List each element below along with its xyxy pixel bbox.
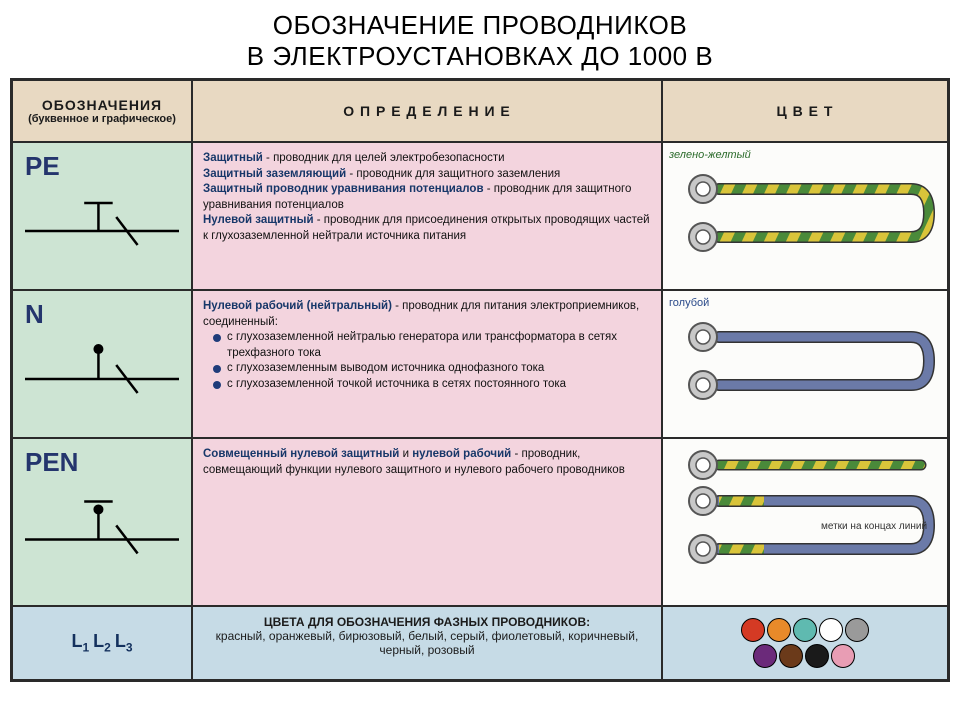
footer-line1: ЦВЕТА ДЛЯ ОБОЗНАЧЕНИЯ ФАЗНЫХ ПРОВОДНИКОВ…: [264, 615, 590, 629]
phase-color-dot: [753, 644, 777, 668]
header-a-sub: (буквенное и графическое): [17, 113, 187, 125]
conductor-chart: ОБОЗНАЧЕНИЯ (буквенное и графическое) О …: [10, 78, 950, 682]
wire-illustration-icon: метки на концах линий: [669, 445, 941, 595]
footer-text: ЦВЕТА ДЛЯ ОБОЗНАЧЕНИЯ ФАЗНЫХ ПРОВОДНИКОВ…: [192, 606, 662, 680]
color-name-label: голубой: [669, 297, 941, 309]
conductor-row-pe: PE Защитный - проводник для целей электр…: [12, 142, 948, 290]
title-line2: В ЭЛЕКТРОУСТАНОВКАХ ДО 1000 В: [247, 41, 713, 71]
phase-color-dot: [831, 644, 855, 668]
symbol-glyph-icon: [13, 291, 191, 433]
symbol-cell: PEN: [12, 438, 192, 606]
phase-color-dot: [845, 618, 869, 642]
footer-row: L1L2L3 ЦВЕТА ДЛЯ ОБОЗНАЧЕНИЯ ФАЗНЫХ ПРОВ…: [12, 606, 948, 680]
footer-color-dots: [662, 606, 948, 680]
phase-label: L1: [71, 631, 89, 655]
phase-color-dot: [779, 644, 803, 668]
wire-illustration-icon: [669, 161, 941, 291]
phase-color-dot: [819, 618, 843, 642]
phase-color-dot: [767, 618, 791, 642]
header-definition: О П Р Е Д Е Л Е Н И Е: [192, 80, 662, 142]
symbol-cell: PE: [12, 142, 192, 290]
phase-color-dot: [793, 618, 817, 642]
footer-phase-labels: L1L2L3: [12, 606, 192, 680]
conductor-row-n: N Нулевой рабочий (нейтральный) - провод…: [12, 290, 948, 438]
phase-label: L3: [115, 631, 133, 655]
symbol-glyph-icon: [13, 439, 191, 601]
conductor-row-pen: PEN Совмещенный нулевой защитный и нулев…: [12, 438, 948, 606]
phase-color-dot: [741, 618, 765, 642]
color-cell: голубой: [662, 290, 948, 438]
header-designation: ОБОЗНАЧЕНИЯ (буквенное и графическое): [12, 80, 192, 142]
title-line1: ОБОЗНАЧЕНИЕ ПРОВОДНИКОВ: [273, 10, 688, 40]
svg-text:метки на концах линий: метки на концах линий: [821, 521, 927, 532]
footer-line2: красный, оранжевый, бирюзовый, белый, се…: [216, 629, 639, 657]
phase-label: L2: [93, 631, 111, 655]
symbol-cell: N: [12, 290, 192, 438]
definition-cell: Совмещенный нулевой защитный и нулевой р…: [192, 438, 662, 606]
color-cell: метки на концах линий: [662, 438, 948, 606]
symbol-glyph-icon: [13, 143, 191, 285]
wire-illustration-icon: [669, 309, 941, 439]
definition-cell: Нулевой рабочий (нейтральный) - проводни…: [192, 290, 662, 438]
header-color: Ц В Е Т: [662, 80, 948, 142]
definition-cell: Защитный - проводник для целей электробе…: [192, 142, 662, 290]
header-row: ОБОЗНАЧЕНИЯ (буквенное и графическое) О …: [12, 80, 948, 142]
color-name-label: зелено-желтый: [669, 149, 941, 161]
color-cell: зелено-желтый: [662, 142, 948, 290]
page-title: ОБОЗНАЧЕНИЕ ПРОВОДНИКОВ В ЭЛЕКТРОУСТАНОВ…: [0, 0, 960, 78]
header-a-text: ОБОЗНАЧЕНИЯ: [17, 97, 187, 113]
phase-color-dot: [805, 644, 829, 668]
